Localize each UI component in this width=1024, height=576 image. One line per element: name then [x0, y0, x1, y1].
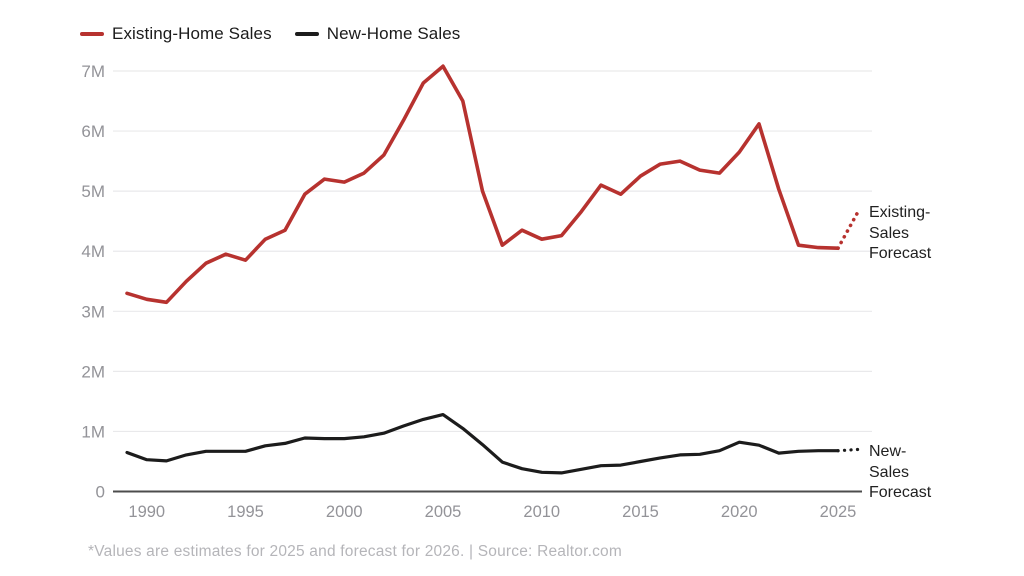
annotation-line: Sales: [869, 463, 910, 481]
source-footnote: *Values are estimates for 2025 and forec…: [88, 543, 622, 560]
legend-label: Existing-Home Sales: [112, 24, 272, 43]
x-axis-tick-label: 2005: [425, 503, 462, 521]
new-sales-forecast-annotation: New- Sales Forecast: [869, 442, 931, 504]
annotation-line: Sales: [869, 224, 910, 242]
x-axis-tick-label: 2010: [523, 503, 560, 521]
new-home-sales-line: [125, 413, 840, 475]
new-home-sales-forecast-dotted-line: [836, 447, 860, 453]
y-axis-tick-label: 3M: [81, 302, 105, 321]
legend-item-existing-home-sales: Existing-Home Sales: [80, 24, 272, 44]
new-home-sales-swatch-icon: [294, 32, 319, 36]
legend-label: New-Home Sales: [326, 24, 461, 43]
chart-legend: Existing-Home Sales New-Home Sales: [80, 24, 460, 44]
x-axis-tick-label: 2000: [326, 503, 363, 521]
y-axis-tick-label: 5M: [81, 182, 105, 201]
existing-home-sales-forecast-dotted-line: [836, 210, 860, 250]
annotation-line: Forecast: [869, 245, 932, 262]
y-axis-tick-label: 6M: [81, 122, 105, 141]
x-axis-tick-label: 2020: [721, 503, 758, 521]
existing-home-sales-line: [125, 64, 840, 305]
annotation-line: New-: [869, 443, 907, 460]
legend-item-new-home-sales: New-Home Sales: [294, 24, 461, 44]
existing-home-sales-swatch-icon: [80, 32, 104, 36]
y-axis-tick-label: 7M: [81, 62, 105, 81]
y-axis-tick-label: 4M: [81, 242, 105, 261]
y-axis-tick-label: 1M: [81, 422, 105, 441]
x-axis-tick-label: 2025: [820, 503, 857, 521]
annotation-line: Existing-: [869, 204, 931, 221]
annotation-line: Forecast: [869, 484, 932, 501]
x-axis-tick-label: 2015: [622, 503, 659, 521]
existing-sales-forecast-annotation: Existing- Sales Forecast: [869, 203, 931, 265]
x-axis-tick-label: 1995: [227, 503, 264, 521]
x-axis-tick-label: 1990: [128, 503, 165, 521]
y-axis-tick-label: 2M: [81, 362, 105, 381]
y-axis-tick-label: 0: [96, 483, 105, 502]
